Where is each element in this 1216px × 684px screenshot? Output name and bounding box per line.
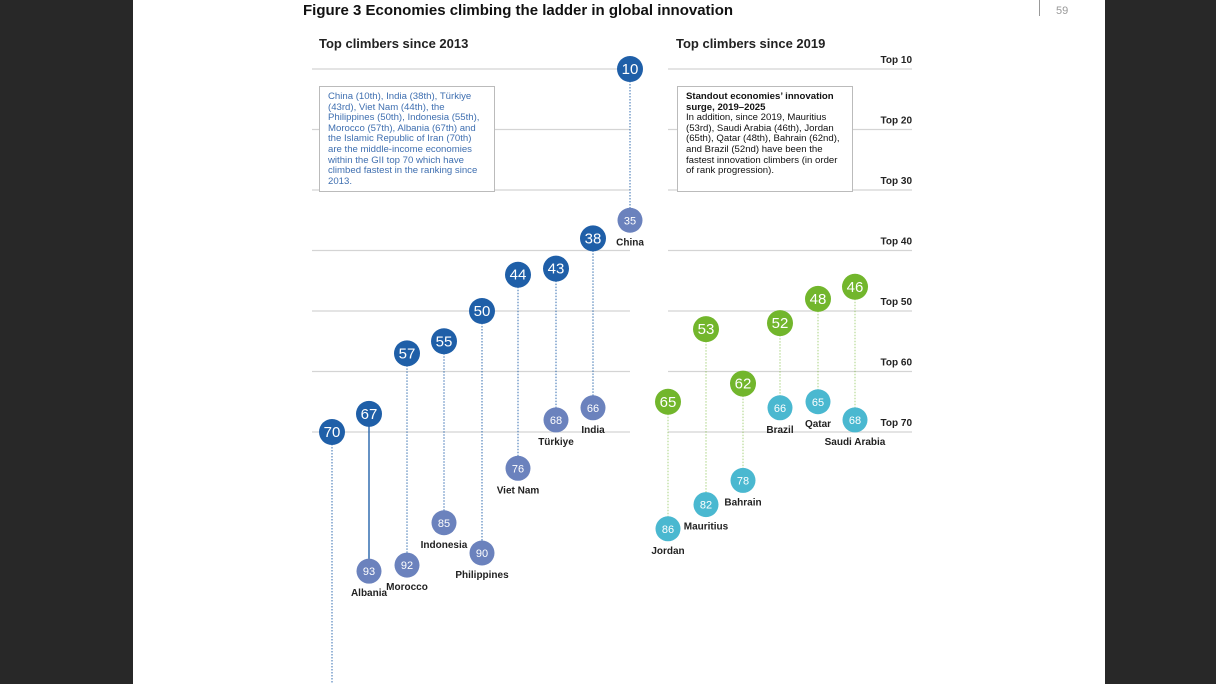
past-rank-label: 92 — [401, 560, 413, 572]
past-rank-marker — [394, 552, 420, 578]
economy-label: Bahrain — [724, 497, 761, 508]
current-rank-label: 48 — [810, 291, 827, 308]
economy-label: Mauritius — [684, 522, 729, 533]
left-note-box: China (10th), India (38th), Türkiye (43r… — [319, 86, 495, 192]
gridline-label: Top 10 — [881, 55, 913, 66]
current-rank-label: 65 — [660, 394, 677, 411]
left-panel-title: Top climbers since 2013 — [319, 36, 469, 51]
past-rank-marker — [356, 558, 382, 584]
past-rank-marker — [580, 395, 606, 421]
past-rank-marker — [805, 389, 831, 415]
gridline-label: Top 20 — [881, 116, 913, 127]
past-rank-marker — [505, 455, 531, 481]
past-rank-label: 82 — [700, 500, 712, 512]
gridline-label: Top 50 — [881, 297, 913, 308]
past-rank-label: 86 — [662, 524, 674, 536]
right-note-title: Standout economies’ innovation surge, 20… — [686, 91, 834, 113]
economy-label: Brazil — [766, 425, 793, 436]
gridline-label: Top 70 — [881, 418, 913, 429]
document-page — [133, 0, 1105, 684]
current-rank-marker — [469, 298, 495, 324]
right-panel-title: Top climbers since 2019 — [676, 36, 826, 51]
current-rank-label: 53 — [698, 321, 715, 338]
economy-label: Albania — [351, 588, 388, 599]
current-rank-label: 62 — [735, 376, 752, 393]
current-rank-marker — [617, 56, 643, 82]
economy-label: Viet Nam — [497, 485, 540, 496]
gridline-label: Top 60 — [881, 358, 913, 369]
current-rank-marker — [655, 388, 681, 415]
current-rank-marker — [356, 400, 382, 427]
current-rank-label: 46 — [847, 279, 864, 296]
economy-label: Jordan — [651, 546, 684, 557]
economy-label: India — [581, 425, 605, 436]
figure-title: Figure 3 Economies climbing the ladder i… — [303, 2, 734, 19]
right-note-text: In addition, since 2019, Mauritius (53rd… — [686, 112, 840, 177]
current-rank-label: 52 — [772, 315, 789, 332]
gridline-label: Top 40 — [881, 237, 913, 248]
current-rank-label: 70 — [324, 424, 341, 441]
right-note-box: Standout economies’ innovation surge, 20… — [677, 86, 853, 192]
current-rank-marker — [842, 273, 868, 300]
current-rank-marker — [319, 419, 345, 445]
past-rank-marker — [469, 540, 495, 566]
current-rank-marker — [394, 340, 420, 367]
current-rank-label: 55 — [436, 333, 453, 350]
past-rank-label: 35 — [624, 215, 636, 227]
current-rank-label: 10 — [622, 61, 639, 78]
economy-label: China — [616, 237, 644, 248]
past-rank-marker — [693, 492, 719, 518]
past-rank-label: 90 — [476, 548, 488, 560]
current-rank-label: 67 — [361, 406, 378, 423]
page-number: 59 — [1056, 5, 1069, 17]
current-rank-label: 43 — [548, 261, 565, 278]
past-rank-marker — [617, 207, 643, 233]
past-rank-marker — [730, 467, 756, 493]
past-rank-label: 65 — [812, 397, 824, 409]
current-rank-marker — [543, 255, 569, 282]
gridline-label: Top 30 — [881, 176, 913, 187]
past-rank-marker — [655, 516, 681, 542]
past-rank-marker — [842, 407, 868, 433]
past-rank-label: 93 — [363, 566, 375, 578]
current-rank-label: 50 — [474, 303, 491, 320]
current-rank-label: 38 — [585, 230, 602, 247]
page-number-divider — [1039, 0, 1040, 16]
past-rank-label: 66 — [587, 403, 599, 415]
past-rank-label: 66 — [774, 403, 786, 415]
current-rank-label: 57 — [399, 345, 416, 362]
economy-label: Qatar — [805, 419, 831, 430]
past-rank-marker — [543, 407, 569, 433]
current-rank-label: 44 — [510, 267, 527, 284]
past-rank-label: 78 — [737, 475, 749, 487]
past-rank-label: 68 — [849, 415, 861, 427]
past-rank-marker — [431, 510, 457, 536]
economy-label: Saudi Arabia — [825, 437, 886, 448]
past-rank-label: 68 — [550, 415, 562, 427]
current-rank-marker — [693, 316, 719, 343]
economy-label: Philippines — [455, 570, 509, 581]
current-rank-marker — [431, 328, 457, 355]
past-rank-label: 85 — [438, 518, 450, 530]
current-rank-marker — [730, 370, 756, 397]
economy-label: Morocco — [386, 582, 428, 593]
past-rank-label: 76 — [512, 463, 524, 475]
current-rank-marker — [805, 285, 831, 312]
economy-label: Indonesia — [421, 540, 468, 551]
current-rank-marker — [767, 310, 793, 337]
current-rank-marker — [505, 261, 531, 288]
economy-label: Türkiye — [538, 437, 574, 448]
current-rank-marker — [580, 225, 606, 252]
past-rank-marker — [767, 395, 793, 421]
